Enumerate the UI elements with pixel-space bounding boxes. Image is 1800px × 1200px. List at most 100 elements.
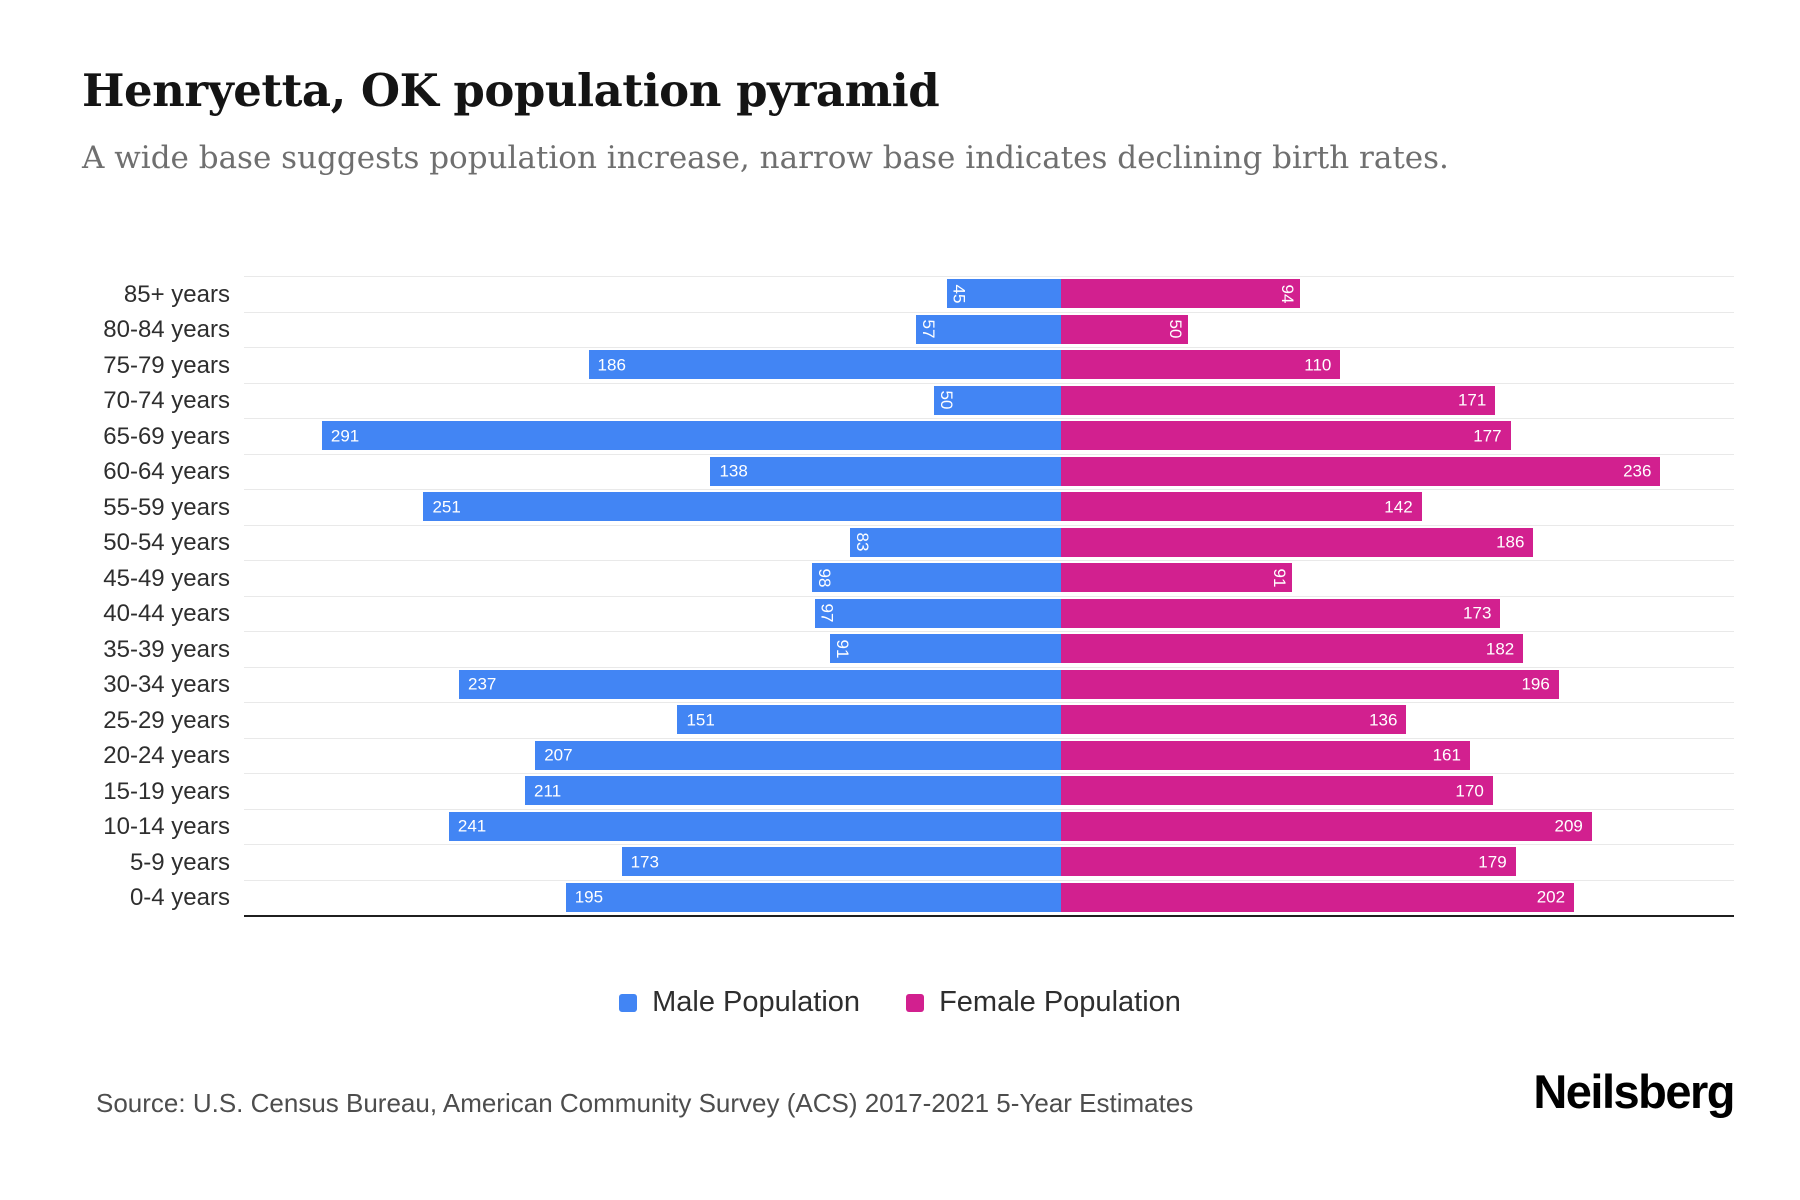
bar-value-label: 196 (1521, 674, 1550, 694)
gridline (244, 560, 1734, 561)
bar-value-label: 195 (574, 887, 604, 907)
page-title: Henryetta, OK population pyramid (82, 64, 940, 117)
legend-item-male: Male Population (619, 986, 860, 1019)
legend-swatch-female (906, 993, 925, 1012)
male-bar: 186 (588, 350, 1061, 380)
y-axis-label: 15-19 years (103, 777, 230, 805)
female-bar: 110 (1061, 350, 1341, 380)
legend-label-female: Female Population (939, 986, 1181, 1018)
female-bar: 161 (1061, 740, 1470, 770)
bar-value-label: 97 (817, 603, 837, 623)
bar-value-label: 98 (815, 568, 835, 588)
y-axis-label: 65-69 years (103, 422, 230, 450)
gridline (244, 311, 1734, 313)
gridline (244, 276, 1734, 277)
y-axis-label: 70-74 years (103, 387, 230, 415)
y-axis-label: 75-79 years (103, 351, 230, 379)
y-axis-label: 10-14 years (103, 813, 230, 841)
gridline (244, 418, 1734, 419)
male-bar: 50 (934, 385, 1061, 415)
bar-value-label: 179 (1478, 852, 1507, 872)
y-axis-label: 80-84 years (103, 316, 230, 344)
female-bar: 196 (1061, 669, 1559, 699)
bar-value-label: 182 (1485, 639, 1515, 659)
female-bar: 182 (1061, 634, 1524, 664)
bar-value-label: 209 (1554, 816, 1583, 836)
male-bar: 241 (448, 811, 1061, 841)
y-axis-label: 25-29 years (103, 706, 230, 734)
source-text: Source: U.S. Census Bureau, American Com… (96, 1088, 1194, 1118)
bar-value-label: 237 (468, 674, 497, 694)
bar-value-label: 251 (432, 497, 461, 517)
male-bar: 98 (812, 563, 1061, 593)
legend: Male Population Female Population (0, 986, 1800, 1019)
bar-value-label: 142 (1384, 497, 1413, 517)
bar-value-label: 136 (1369, 710, 1398, 730)
male-bar: 173 (621, 847, 1061, 877)
bar-value-label: 170 (1455, 781, 1484, 801)
bar-value-label: 291 (330, 426, 360, 446)
bar-value-label: 91 (832, 639, 852, 659)
bar-value-label: 110 (1304, 355, 1332, 375)
page-subtitle: A wide base suggests population increase… (82, 140, 1449, 176)
y-axis-label: 50-54 years (103, 529, 230, 557)
bar-value-label: 202 (1536, 887, 1566, 907)
gridline (244, 773, 1734, 774)
y-axis-label: 60-64 years (103, 458, 230, 486)
legend-label-male: Male Population (652, 986, 861, 1018)
bar-value-label: 161 (1432, 745, 1461, 765)
bar-value-label: 236 (1623, 461, 1652, 481)
male-bar: 91 (829, 634, 1061, 664)
y-axis-label: 35-39 years (103, 635, 230, 663)
bar-value-label: 186 (1496, 532, 1525, 552)
bar-value-label: 173 (1463, 603, 1492, 623)
y-axis-label: 40-44 years (103, 600, 230, 628)
bar-value-label: 45 (949, 284, 969, 304)
female-bar: 179 (1061, 847, 1516, 877)
y-axis-label: 45-49 years (103, 564, 230, 592)
female-bar: 209 (1061, 811, 1592, 841)
bar-value-label: 57 (919, 319, 939, 339)
gridline (244, 844, 1734, 845)
male-bar: 251 (423, 492, 1061, 522)
bar-value-label: 94 (1277, 284, 1297, 304)
bar-value-label: 151 (686, 710, 715, 730)
female-bar: 177 (1061, 421, 1511, 451)
bar-value-label: 207 (544, 745, 573, 765)
gridline (244, 879, 1734, 881)
bar-value-label: 211 (534, 781, 562, 801)
brand-logo: Neilsberg (1533, 1065, 1735, 1118)
bar-value-label: 83 (853, 532, 873, 552)
y-axis-label: 85+ years (123, 280, 230, 308)
bar-value-label: 177 (1473, 426, 1502, 446)
female-bar: 94 (1061, 279, 1300, 309)
male-bar: 207 (535, 740, 1061, 770)
gridline (244, 631, 1734, 632)
male-bar: 138 (710, 456, 1061, 486)
gridline (244, 666, 1734, 668)
gridline (244, 595, 1734, 597)
gridline (244, 347, 1734, 348)
male-bar: 57 (916, 314, 1061, 344)
female-bar: 170 (1061, 776, 1493, 806)
legend-item-female: Female Population (906, 986, 1181, 1019)
female-bar: 50 (1061, 314, 1188, 344)
population-pyramid-chart: 85+ years 45 94 80-84 years 57 50 75-79 years 1… (103, 276, 1734, 917)
y-axis-label: 5-9 years (129, 848, 230, 876)
bar-value-label: 138 (719, 461, 748, 481)
female-bar: 136 (1061, 705, 1407, 735)
y-axis-label: 0-4 years (129, 884, 230, 912)
gridline (244, 382, 1734, 384)
female-bar: 186 (1061, 527, 1534, 557)
male-bar: 45 (946, 279, 1061, 309)
gridline (244, 808, 1734, 810)
bar-value-label: 171 (1457, 390, 1487, 410)
bar-value-label: 241 (457, 816, 487, 836)
y-axis-label: 20-24 years (103, 742, 230, 770)
bar-value-label: 186 (597, 355, 626, 375)
x-axis-line (244, 915, 1734, 917)
gridline (244, 453, 1734, 455)
male-bar: 195 (565, 882, 1061, 912)
bar-value-label: 50 (937, 390, 956, 410)
legend-swatch-male (619, 993, 638, 1012)
